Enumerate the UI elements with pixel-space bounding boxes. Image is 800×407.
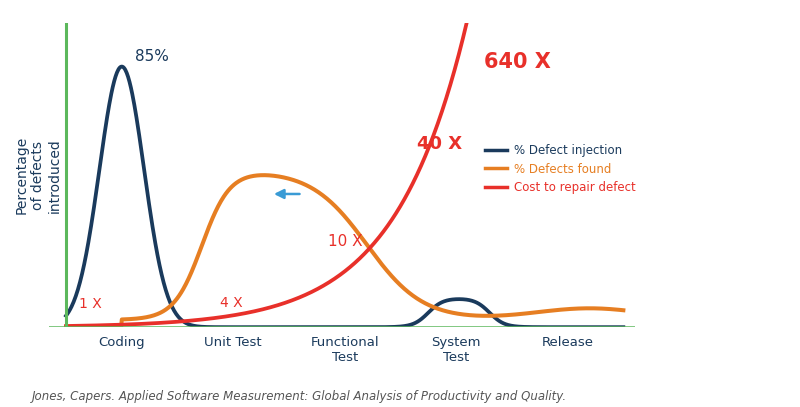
Text: 4 X: 4 X [220,296,242,310]
Y-axis label: Percentage
of defects
introduced: Percentage of defects introduced [15,136,62,214]
Legend: % Defect injection, % Defects found, Cost to repair defect: % Defect injection, % Defects found, Cos… [481,139,640,199]
Text: 85%: 85% [135,49,169,63]
Text: 40 X: 40 X [417,136,462,153]
Text: Jones, Capers. Applied Software Measurement: Global Analysis of Productivity and: Jones, Capers. Applied Software Measurem… [32,390,567,403]
Text: 10 X: 10 X [328,234,362,249]
Text: 1 X: 1 X [79,297,102,311]
Text: 640 X: 640 X [484,53,551,72]
